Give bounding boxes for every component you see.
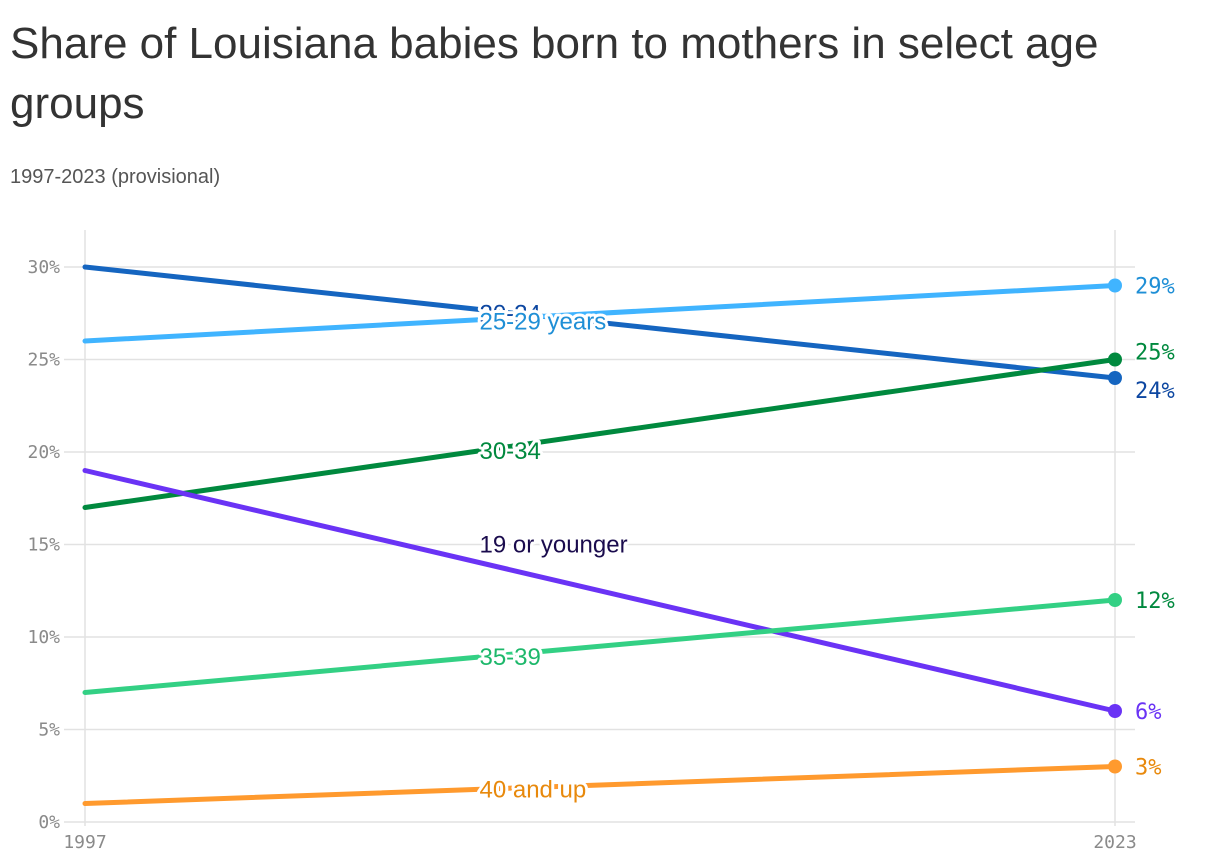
end-point-35-39: [1108, 593, 1122, 607]
series-lines: [82, 264, 1122, 806]
series-label-40-and-up: 40 and up: [479, 776, 586, 803]
end-label-20-24: 24%: [1135, 379, 1175, 404]
y-tick-label: 20%: [27, 442, 60, 463]
x-axis: 1997 2023: [63, 832, 1136, 853]
x-tick-label: 2023: [1093, 832, 1136, 853]
y-tick-label: 30%: [27, 257, 60, 278]
end-point-25-29-years: [1108, 278, 1122, 293]
end-point-40-and-up: [1108, 759, 1122, 774]
y-tick-label: 25%: [27, 350, 60, 371]
series-label-25-29-years: 25-29 years: [479, 309, 606, 336]
end-point-30-34: [1108, 352, 1122, 367]
series-label-35-39: 35-39: [479, 644, 540, 671]
series-line-19-or-younger: [82, 468, 1118, 714]
series-line-25-29-years: [82, 283, 1118, 344]
x-tick-label: 1997: [63, 832, 106, 853]
series-line-40-and-up: [82, 764, 1118, 806]
series-line-35-39: [82, 597, 1118, 695]
end-label-35-39: 12%: [1135, 589, 1175, 614]
end-label-30-34: 25%: [1135, 341, 1175, 366]
y-axis: 0% 5% 10% 15% 20% 25% 30%: [27, 257, 60, 833]
end-point-19-or-younger: [1108, 704, 1122, 718]
y-tick-label: 15%: [27, 535, 60, 556]
series-label-19-or-younger: 19 or younger: [479, 532, 627, 559]
y-tick-label: 5%: [38, 720, 60, 741]
end-point-20-24: [1108, 371, 1122, 385]
series-label-30-34: 30-34: [479, 438, 540, 465]
end-label-19-or-younger: 6%: [1135, 700, 1162, 725]
y-tick-label: 10%: [27, 627, 60, 648]
series-line-20-24: [82, 264, 1118, 381]
series-label-20-24: 20-24: [479, 301, 540, 328]
series-line-30-34: [82, 357, 1118, 510]
chart-subtitle: 1997-2023 (provisional): [10, 166, 221, 188]
chart-title: Share of Louisiana babies born to mother…: [10, 19, 1099, 128]
end-label-25-29-years: 29%: [1135, 275, 1175, 300]
y-tick-label: 0%: [38, 812, 60, 833]
end-label-40-and-up: 3%: [1135, 756, 1162, 781]
